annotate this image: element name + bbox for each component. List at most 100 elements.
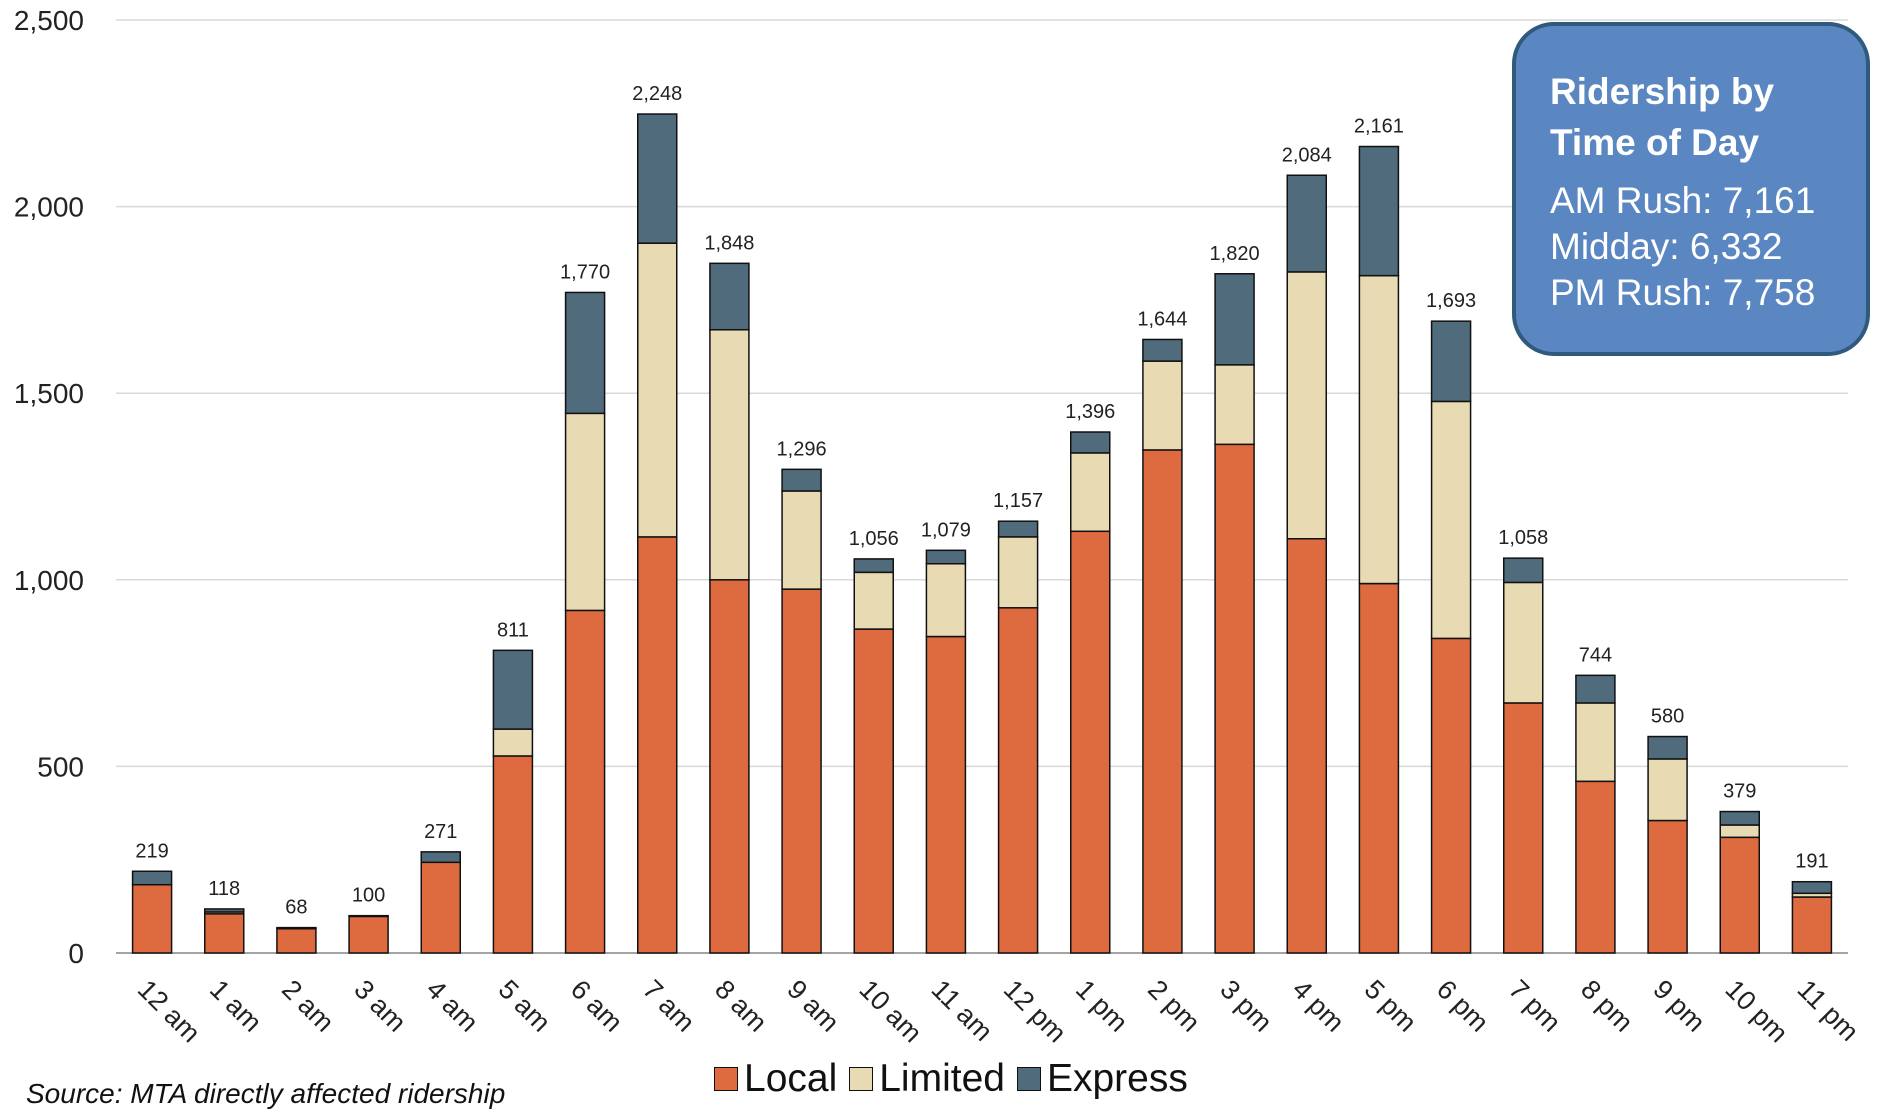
- bar-segment-express: [1791, 880, 1833, 895]
- bar-segment-express: [1647, 735, 1688, 760]
- bar-total-label: 1,693: [1426, 290, 1476, 312]
- bar-segment-limited: [637, 242, 678, 538]
- bar-segment-local: [1719, 836, 1760, 954]
- bar-total-label: 1,820: [1210, 243, 1260, 265]
- bar-total-label: 1,644: [1137, 308, 1187, 330]
- x-tick-label: 5 am: [493, 974, 557, 1038]
- bar-segment-express: [1214, 273, 1255, 366]
- legend-item-limited: Limited: [849, 1057, 1005, 1101]
- legend-label-limited: Limited: [879, 1057, 1005, 1100]
- bar-segment-local: [1286, 537, 1327, 954]
- midday-total: Midday: 6,332: [1550, 226, 1783, 267]
- bar-total-label: 811: [497, 619, 529, 641]
- pm-rush-total: PM Rush: 7,758: [1550, 272, 1816, 313]
- bar-segment-limited: [1430, 400, 1472, 640]
- bar-segment-express: [276, 926, 317, 930]
- bar-total-label: 1,296: [777, 438, 827, 460]
- x-tick-label: 3 pm: [1214, 974, 1278, 1038]
- bar-segment-limited: [781, 490, 822, 590]
- bar-segment-express: [1719, 810, 1760, 826]
- bar-segment-local: [1575, 780, 1616, 954]
- bar-total-label: 118: [208, 878, 240, 900]
- bar-segment-express: [1430, 320, 1472, 403]
- bar-total-label: 100: [352, 885, 385, 907]
- x-tick-label: 8 pm: [1575, 974, 1639, 1038]
- bar-segment-local: [1142, 449, 1183, 954]
- bar-segment-local: [131, 883, 173, 954]
- bar-segment-express: [348, 914, 389, 918]
- y-tick-label: 1,000: [14, 565, 84, 596]
- x-tick-label: 9 am: [781, 974, 845, 1038]
- legend-item-local: Local: [714, 1057, 837, 1101]
- bar-segment-express: [997, 520, 1039, 538]
- bar-segment-limited: [1358, 274, 1400, 585]
- bar-segment-limited: [1719, 824, 1760, 839]
- bar-segment-local: [997, 607, 1039, 954]
- bar-total-label: 219: [135, 840, 168, 862]
- bar-segment-local: [1503, 702, 1544, 954]
- y-tick-label: 0: [68, 938, 84, 969]
- bar-segment-local: [1791, 896, 1833, 954]
- bar-segment-local: [204, 913, 245, 954]
- bar-total-label: 271: [424, 821, 457, 843]
- bar-total-label: 1,848: [704, 232, 754, 254]
- bar-segment-local: [1358, 582, 1400, 954]
- bar-total-label: 1,770: [560, 261, 610, 283]
- am-rush-total: AM Rush: 7,161: [1550, 180, 1816, 221]
- bar-segment-express: [1575, 674, 1616, 704]
- bar-segment-limited: [564, 412, 606, 612]
- bar-segment-express: [420, 851, 461, 864]
- bar-segment-express: [1142, 338, 1183, 362]
- legend-swatch-express: [1016, 1067, 1041, 1091]
- x-tick-label: 2 pm: [1142, 974, 1206, 1038]
- chart-legend: Local Limited Express: [714, 1057, 1200, 1101]
- bar-total-label: 1,396: [1065, 401, 1115, 423]
- bar-segment-local: [276, 927, 317, 954]
- bar-segment-express: [781, 468, 822, 492]
- x-tick-label: 4 pm: [1287, 974, 1351, 1038]
- legend-swatch-local: [714, 1067, 738, 1091]
- bar-segment-local: [781, 588, 822, 954]
- bar-segment-limited: [1070, 452, 1111, 533]
- x-tick-label: 2 am: [276, 974, 340, 1038]
- bar-total-label: 191: [1795, 851, 1828, 873]
- bar-segment-local: [1430, 637, 1472, 954]
- bar-segment-local: [1647, 819, 1688, 954]
- bar-segment-express: [1070, 431, 1111, 454]
- legend-swatch-limited: [849, 1067, 874, 1091]
- x-tick-label: 6 am: [565, 974, 629, 1038]
- bar-total-label: 1,056: [849, 528, 899, 550]
- x-tick-label: 1 am: [204, 974, 268, 1038]
- bar-segment-limited: [925, 563, 967, 638]
- x-tick-label: 5 pm: [1359, 974, 1423, 1038]
- legend-label-express: Express: [1046, 1057, 1188, 1100]
- x-tick-label: 11 pm: [1792, 974, 1865, 1047]
- x-tick-label: 9 pm: [1647, 974, 1711, 1038]
- bar-segment-local: [925, 635, 967, 954]
- bar-segment-local: [637, 536, 678, 954]
- bar-segment-local: [564, 609, 606, 954]
- bar-segment-limited: [1647, 758, 1688, 822]
- legend-item-express: Express: [1016, 1057, 1188, 1101]
- bar-segment-limited: [492, 728, 534, 757]
- bar-segment-express: [131, 870, 173, 886]
- bar-total-label: 2,248: [632, 83, 682, 105]
- x-tick-label: 8 am: [709, 974, 773, 1038]
- x-tick-label: 4 am: [421, 974, 485, 1038]
- bar-segment-express: [637, 113, 678, 244]
- y-tick-label: 1,500: [14, 378, 84, 409]
- x-tick-label: 7 pm: [1503, 974, 1567, 1038]
- bar-segment-limited: [1286, 271, 1327, 540]
- bar-segment-local: [709, 579, 750, 954]
- bar-segment-express: [709, 262, 750, 331]
- bar-segment-limited: [1214, 364, 1255, 446]
- bar-total-label: 2,084: [1282, 144, 1332, 166]
- x-tick-label: 10 am: [854, 974, 928, 1048]
- bar-segment-express: [492, 649, 534, 730]
- bar-segment-local: [1070, 530, 1111, 954]
- bar-total-label: 1,058: [1498, 527, 1548, 549]
- x-tick-label: 1 pm: [1070, 974, 1134, 1038]
- bar-segment-local: [420, 861, 461, 954]
- bar-total-label: 744: [1579, 644, 1612, 666]
